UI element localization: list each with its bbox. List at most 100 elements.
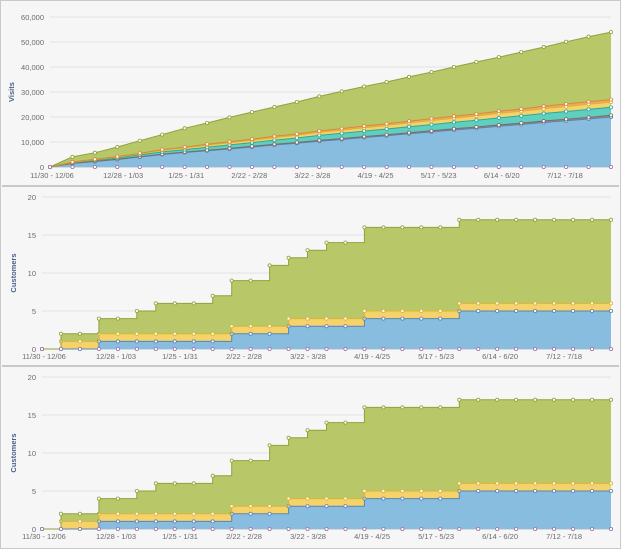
- data-point[interactable]: [343, 420, 348, 425]
- data-point[interactable]: [496, 115, 501, 120]
- data-point[interactable]: [586, 115, 591, 120]
- data-point[interactable]: [317, 138, 322, 143]
- data-point[interactable]: [115, 511, 120, 516]
- data-point[interactable]: [134, 331, 139, 336]
- data-point[interactable]: [362, 134, 367, 139]
- data-point[interactable]: [343, 496, 348, 501]
- data-point[interactable]: [324, 420, 329, 425]
- data-point[interactable]: [381, 225, 386, 230]
- data-point[interactable]: [343, 504, 348, 509]
- data-point[interactable]: [339, 126, 344, 131]
- data-point[interactable]: [438, 405, 443, 410]
- data-point[interactable]: [294, 131, 299, 136]
- data-point[interactable]: [92, 157, 97, 162]
- data-point[interactable]: [571, 309, 576, 314]
- data-point[interactable]: [564, 39, 569, 44]
- data-point[interactable]: [115, 316, 120, 321]
- data-point[interactable]: [514, 397, 519, 402]
- data-point[interactable]: [249, 144, 254, 149]
- data-point[interactable]: [519, 113, 524, 118]
- data-point[interactable]: [495, 301, 500, 306]
- data-point[interactable]: [205, 121, 210, 126]
- data-point[interactable]: [381, 316, 386, 321]
- data-point[interactable]: [609, 309, 614, 314]
- data-point[interactable]: [153, 339, 158, 344]
- data-point[interactable]: [571, 489, 576, 494]
- data-point[interactable]: [286, 435, 291, 440]
- data-point[interactable]: [305, 504, 310, 509]
- data-point[interactable]: [457, 301, 462, 306]
- data-point[interactable]: [496, 55, 501, 60]
- data-point[interactable]: [267, 331, 272, 336]
- data-point[interactable]: [160, 147, 165, 152]
- data-point[interactable]: [248, 511, 253, 516]
- data-point[interactable]: [590, 489, 595, 494]
- data-point[interactable]: [172, 481, 177, 486]
- data-point[interactable]: [564, 117, 569, 122]
- data-point[interactable]: [586, 34, 591, 39]
- data-point[interactable]: [205, 142, 210, 147]
- data-point[interactable]: [172, 519, 177, 524]
- data-point[interactable]: [609, 217, 614, 222]
- data-point[interactable]: [407, 124, 412, 129]
- data-point[interactable]: [552, 301, 557, 306]
- data-point[interactable]: [153, 511, 158, 516]
- data-point[interactable]: [77, 511, 82, 516]
- data-point[interactable]: [400, 405, 405, 410]
- data-point[interactable]: [172, 331, 177, 336]
- data-point[interactable]: [305, 496, 310, 501]
- data-point[interactable]: [495, 481, 500, 486]
- data-point[interactable]: [519, 121, 524, 126]
- data-point[interactable]: [115, 519, 120, 524]
- data-point[interactable]: [286, 316, 291, 321]
- data-point[interactable]: [362, 405, 367, 410]
- data-point[interactable]: [317, 94, 322, 99]
- data-point[interactable]: [552, 217, 557, 222]
- data-point[interactable]: [474, 112, 479, 117]
- data-point[interactable]: [495, 397, 500, 402]
- data-point[interactable]: [267, 443, 272, 448]
- data-point[interactable]: [519, 107, 524, 112]
- data-point[interactable]: [533, 309, 538, 314]
- data-point[interactable]: [191, 519, 196, 524]
- data-point[interactable]: [134, 309, 139, 314]
- data-point[interactable]: [533, 481, 538, 486]
- data-point[interactable]: [451, 126, 456, 131]
- data-point[interactable]: [564, 109, 569, 114]
- data-point[interactable]: [541, 119, 546, 124]
- data-point[interactable]: [571, 301, 576, 306]
- data-point[interactable]: [58, 511, 63, 516]
- data-point[interactable]: [248, 331, 253, 336]
- data-point[interactable]: [514, 301, 519, 306]
- data-point[interactable]: [286, 255, 291, 260]
- data-point[interactable]: [210, 473, 215, 478]
- data-point[interactable]: [324, 316, 329, 321]
- data-point[interactable]: [552, 397, 557, 402]
- data-point[interactable]: [227, 139, 232, 144]
- data-point[interactable]: [384, 121, 389, 126]
- data-point[interactable]: [172, 301, 177, 306]
- data-point[interactable]: [115, 339, 120, 344]
- data-point[interactable]: [324, 324, 329, 329]
- data-point[interactable]: [514, 217, 519, 222]
- data-point[interactable]: [339, 131, 344, 136]
- data-point[interactable]: [77, 519, 82, 524]
- data-point[interactable]: [400, 316, 405, 321]
- data-point[interactable]: [514, 481, 519, 486]
- data-point[interactable]: [339, 136, 344, 141]
- data-point[interactable]: [172, 339, 177, 344]
- data-point[interactable]: [519, 50, 524, 55]
- data-point[interactable]: [609, 105, 614, 110]
- data-point[interactable]: [533, 489, 538, 494]
- data-point[interactable]: [272, 142, 277, 147]
- data-point[interactable]: [609, 397, 614, 402]
- data-point[interactable]: [429, 116, 434, 121]
- data-point[interactable]: [609, 30, 614, 35]
- data-point[interactable]: [474, 125, 479, 130]
- data-point[interactable]: [249, 137, 254, 142]
- data-point[interactable]: [362, 309, 367, 314]
- data-point[interactable]: [474, 118, 479, 123]
- data-point[interactable]: [134, 519, 139, 524]
- data-point[interactable]: [476, 481, 481, 486]
- data-point[interactable]: [476, 301, 481, 306]
